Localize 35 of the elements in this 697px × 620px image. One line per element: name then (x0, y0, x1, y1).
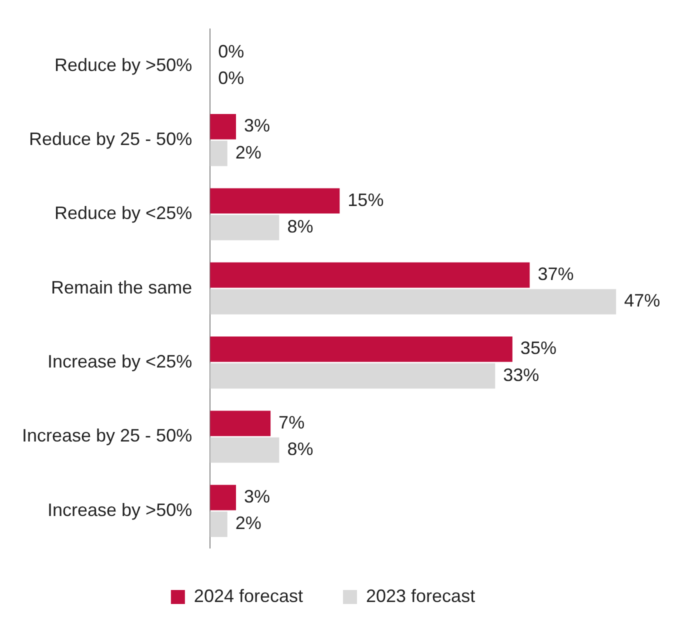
bar (210, 336, 512, 362)
bar (210, 214, 280, 240)
y-tick-label: Reduce by 25 - 50% (28, 129, 192, 150)
bar (210, 363, 496, 389)
data-label: 0% (218, 68, 244, 88)
data-label: 0% (218, 42, 244, 62)
data-label: 3% (244, 486, 270, 507)
bar (210, 114, 236, 140)
data-label: 3% (244, 116, 270, 136)
data-label: 35% (520, 338, 556, 358)
y-tick-label: Increase by <25% (48, 352, 192, 372)
bar (210, 512, 228, 537)
data-label: 2% (235, 513, 262, 534)
y-tick-label: Reduce by >50% (54, 54, 192, 75)
bar (210, 410, 271, 436)
bar (210, 289, 616, 314)
data-label: 7% (278, 412, 305, 432)
y-tick-label: Increase by 25 - 50% (22, 426, 192, 446)
y-tick-label: Reduce by <25% (54, 203, 192, 224)
data-label: 47% (624, 290, 660, 311)
data-label: 33% (503, 364, 540, 385)
legend-label: 2023 forecast (366, 586, 476, 606)
data-label: 8% (287, 216, 314, 237)
y-tick-label: Remain the same (51, 277, 192, 298)
bar (210, 140, 228, 166)
bar (210, 262, 530, 288)
data-label: 8% (287, 439, 314, 460)
data-label: 2% (235, 142, 262, 162)
data-label: 37% (538, 264, 574, 284)
bar (210, 437, 280, 463)
bar (210, 188, 340, 214)
legend-label: 2024 forecast (194, 586, 304, 606)
data-label: 15% (348, 190, 384, 210)
y-tick-label: Increase by >50% (48, 500, 192, 520)
bar (210, 484, 236, 510)
